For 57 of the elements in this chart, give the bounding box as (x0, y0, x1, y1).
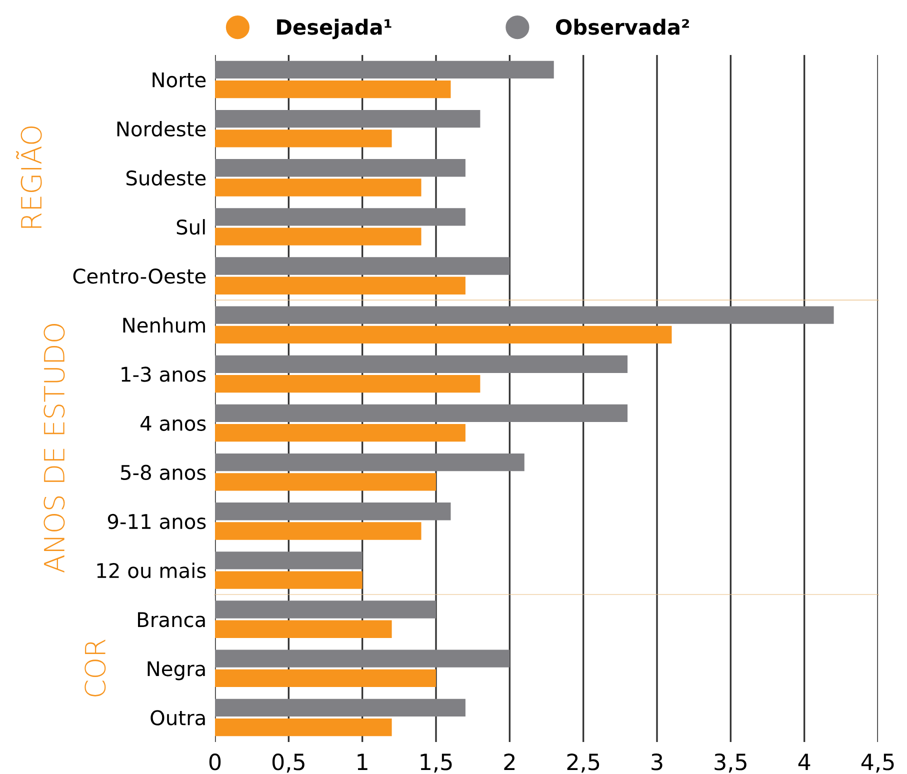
x-tick-label: 2 (504, 754, 515, 770)
y-tick-label: 4 anos (140, 416, 206, 431)
bar (215, 374, 480, 393)
y-tick-label: Centro-Oeste (73, 268, 206, 284)
x-tick-label: 4,5 (861, 754, 894, 773)
bar (215, 306, 834, 324)
y-tick-label: 5-8 anos (121, 464, 206, 480)
x-tick-label: 1 (358, 754, 368, 770)
x-tick-label: 4 (798, 754, 810, 770)
bar (215, 669, 436, 688)
bar (215, 178, 422, 196)
x-tick-label: 3 (652, 754, 662, 770)
bar (215, 600, 436, 618)
y-axis-title: COR (84, 640, 106, 696)
bar (215, 159, 466, 177)
bar (215, 473, 436, 491)
x-tick-label: 3,5 (714, 754, 746, 773)
bar (215, 552, 362, 570)
bar (215, 208, 466, 226)
y-tick-label: Sul (176, 219, 205, 235)
y-axis-title: ANOS DE ESTUDO (44, 324, 65, 573)
bar (215, 228, 422, 246)
x-tick-label: 0,5 (272, 754, 304, 773)
y-tick-label: 9-11 anos (108, 514, 206, 530)
legend-label: Desejada¹ (277, 18, 392, 40)
bar (215, 404, 628, 422)
bar (215, 522, 422, 540)
bar (215, 650, 510, 668)
bar (215, 424, 466, 442)
bar (215, 698, 466, 716)
bar (215, 60, 554, 79)
x-tick-label: 2,5 (567, 754, 600, 773)
bar (215, 276, 466, 294)
bar (215, 80, 451, 98)
bar (215, 571, 362, 589)
bar (215, 502, 451, 520)
y-tick-label: Norte (152, 72, 206, 88)
bar (215, 257, 510, 275)
bar (215, 130, 392, 148)
bar (215, 718, 392, 736)
y-tick-label: Sudeste (126, 170, 206, 186)
x-tick-label: 0 (209, 754, 221, 770)
bar (215, 355, 628, 373)
y-tick-label: Outra (150, 710, 205, 726)
bar (215, 326, 672, 344)
y-tick-label: 1-3 anos (122, 366, 206, 382)
y-tick-label: Negra (148, 661, 205, 680)
y-tick-label: Branca (138, 612, 205, 628)
bar (215, 110, 480, 128)
legend-label: Observada² (556, 18, 689, 35)
y-tick-label: 12 ou mais (97, 562, 206, 578)
bar (215, 453, 524, 472)
y-tick-label: Nenhum (123, 317, 205, 333)
x-tick-label: 1,5 (420, 754, 452, 773)
y-axis-title: REGIÃO (16, 126, 42, 228)
bar (215, 620, 392, 638)
y-tick-label: Nordeste (117, 120, 206, 137)
